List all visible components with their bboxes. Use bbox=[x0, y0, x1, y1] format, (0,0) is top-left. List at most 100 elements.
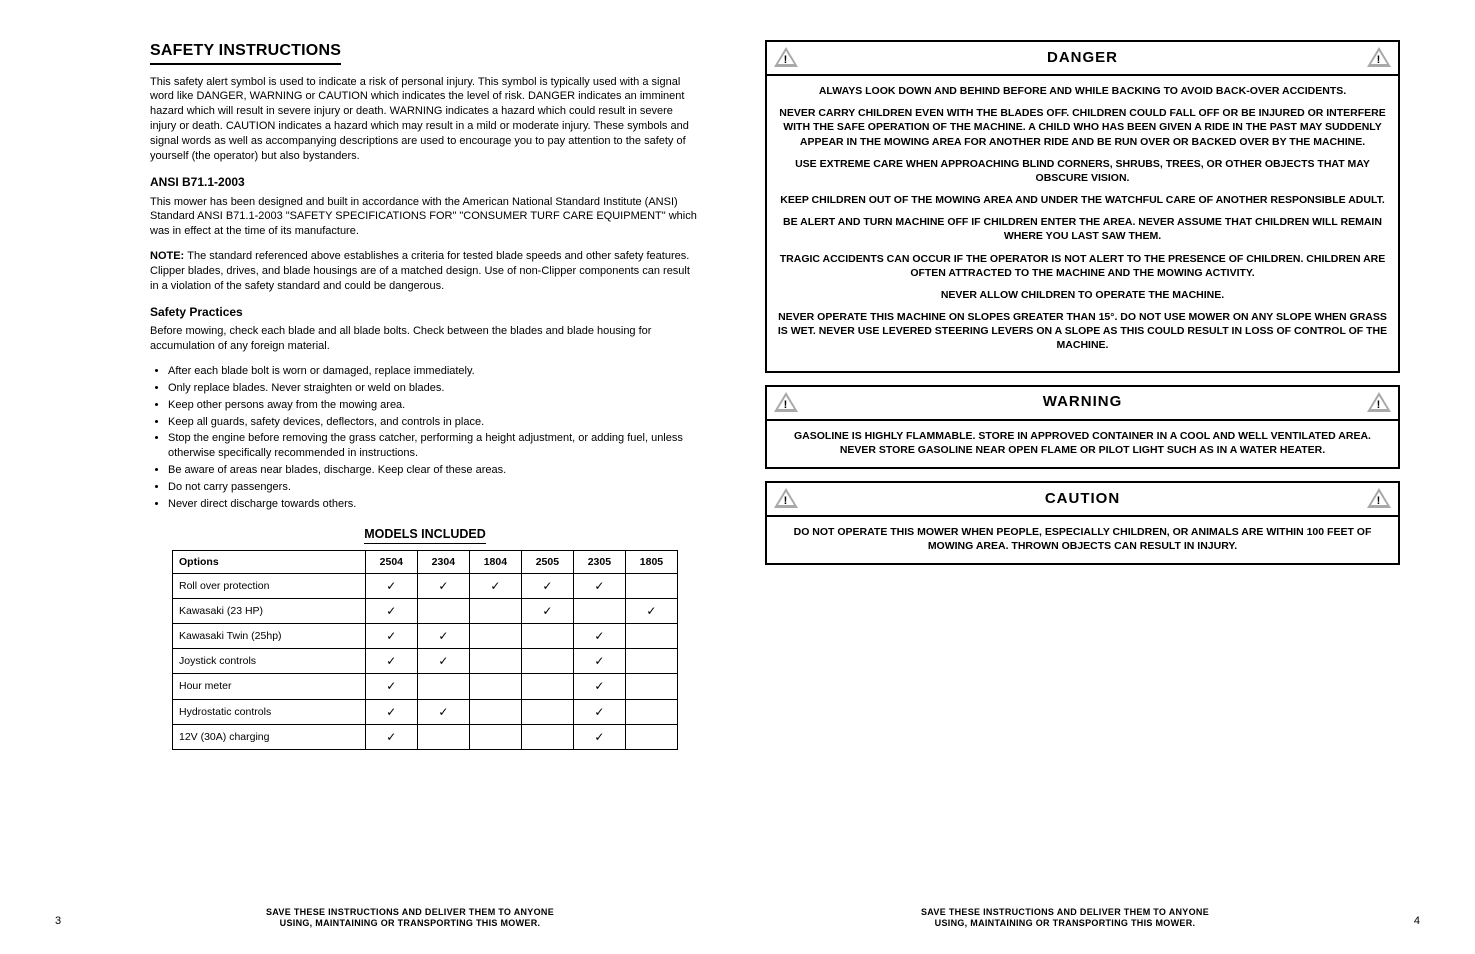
options-col-header: Options bbox=[173, 550, 366, 573]
danger-item: NEVER ALLOW CHILDREN TO OPERATE THE MACH… bbox=[777, 288, 1388, 302]
alert-box-caution: ! CAUTION! DO NOT OPERATE THIS MOWER WHEN … bbox=[765, 481, 1400, 565]
model-col: 2305 bbox=[573, 550, 625, 573]
table-row: 12V (30A) charging✓✓ bbox=[173, 724, 678, 749]
check-cell: ✓ bbox=[521, 598, 573, 623]
alert-header: ! WARNING! bbox=[767, 387, 1398, 421]
danger-item: USE EXTREME CARE WHEN APPROACHING BLIND … bbox=[777, 157, 1388, 185]
row-label: Kawasaki Twin (25hp) bbox=[173, 624, 366, 649]
footer-line1-r: SAVE THESE INSTRUCTIONS AND DELIVER THEM… bbox=[921, 907, 1209, 917]
list-item: Be aware of areas near blades, discharge… bbox=[168, 463, 700, 478]
list-item: Only replace blades. Never straighten or… bbox=[168, 381, 700, 396]
models-table: Options 2504 2304 1804 2505 2305 1805 Ro… bbox=[172, 550, 678, 750]
check-cell bbox=[625, 649, 677, 674]
check-cell: ✓ bbox=[573, 573, 625, 598]
table-row: Joystick controls✓✓✓ bbox=[173, 649, 678, 674]
note-label: NOTE: bbox=[150, 250, 187, 262]
check-cell: ✓ bbox=[625, 598, 677, 623]
check-cell bbox=[469, 699, 521, 724]
list-item: Do not carry passengers. bbox=[168, 480, 700, 495]
check-cell bbox=[625, 699, 677, 724]
row-label: Hydrostatic controls bbox=[173, 699, 366, 724]
check-cell: ✓ bbox=[417, 699, 469, 724]
danger-item: TRAGIC ACCIDENTS CAN OCCUR IF THE OPERAT… bbox=[777, 252, 1388, 280]
check-cell bbox=[521, 699, 573, 724]
footer-right: SAVE THESE INSTRUCTIONS AND DELIVER THEM… bbox=[825, 907, 1305, 930]
footer-line2-r: USING, MAINTAINING OR TRANSPORTING THIS … bbox=[935, 918, 1196, 928]
alert-body: DO NOT OPERATE THIS MOWER WHEN PEOPLE, E… bbox=[767, 517, 1398, 563]
check-cell bbox=[573, 598, 625, 623]
check-cell: ✓ bbox=[573, 674, 625, 699]
alert-header: ! CAUTION! bbox=[767, 483, 1398, 517]
list-item: Keep other persons away from the mowing … bbox=[168, 398, 700, 413]
row-label: Kawasaki (23 HP) bbox=[173, 598, 366, 623]
check-cell: ✓ bbox=[365, 699, 417, 724]
intro-paragraph: This safety alert symbol is used to indi… bbox=[150, 75, 700, 164]
safety-practices-title: Safety Practices bbox=[150, 305, 243, 319]
check-cell bbox=[469, 674, 521, 699]
check-cell: ✓ bbox=[365, 598, 417, 623]
warning-icon: ! bbox=[1366, 488, 1392, 510]
alert-box-warning: ! WARNING! GASOLINE IS HIGHLY FLAMMABLE. S… bbox=[765, 385, 1400, 469]
warning-icon: ! bbox=[773, 392, 799, 414]
danger-item: NEVER CARRY CHILDREN EVEN WITH THE BLADE… bbox=[777, 106, 1388, 149]
check-cell: ✓ bbox=[573, 724, 625, 749]
list-item: Never direct discharge towards others. bbox=[168, 497, 700, 512]
row-label: Joystick controls bbox=[173, 649, 366, 674]
check-cell bbox=[625, 573, 677, 598]
check-cell: ✓ bbox=[573, 649, 625, 674]
alert-title: DANGER bbox=[1047, 48, 1118, 68]
model-col: 2504 bbox=[365, 550, 417, 573]
check-cell bbox=[521, 624, 573, 649]
check-cell bbox=[521, 724, 573, 749]
check-cell: ✓ bbox=[365, 649, 417, 674]
list-item: Stop the engine before removing the gras… bbox=[168, 431, 700, 461]
check-cell: ✓ bbox=[573, 624, 625, 649]
danger-item: ALWAYS LOOK DOWN AND BEHIND BEFORE AND W… bbox=[777, 84, 1388, 98]
alert-header: !DANGER! bbox=[767, 42, 1398, 76]
check-cell: ✓ bbox=[417, 624, 469, 649]
left-page-number: 3 bbox=[55, 914, 61, 929]
model-col: 1805 bbox=[625, 550, 677, 573]
practices-list: After each blade bolt is worn or damaged… bbox=[150, 364, 700, 512]
danger-item: NEVER OPERATE THIS MACHINE ON SLOPES GRE… bbox=[777, 310, 1388, 353]
alert-box-danger: !DANGER!ALWAYS LOOK DOWN AND BEHIND BEFO… bbox=[765, 40, 1400, 373]
list-item: Keep all guards, safety devices, deflect… bbox=[168, 415, 700, 430]
table-row: Roll over protection✓✓✓✓✓ bbox=[173, 573, 678, 598]
check-cell bbox=[417, 674, 469, 699]
model-col: 2505 bbox=[521, 550, 573, 573]
alert-body: ALWAYS LOOK DOWN AND BEHIND BEFORE AND W… bbox=[767, 76, 1398, 371]
safety-heading: SAFETY INSTRUCTIONS bbox=[150, 40, 341, 65]
table-row: Kawasaki Twin (25hp)✓✓✓ bbox=[173, 624, 678, 649]
ansi-title: ANSI B71.1-2003 bbox=[150, 175, 245, 189]
check-cell: ✓ bbox=[573, 699, 625, 724]
warning-icon: ! bbox=[773, 488, 799, 510]
row-label: 12V (30A) charging bbox=[173, 724, 366, 749]
check-cell bbox=[625, 724, 677, 749]
model-col: 1804 bbox=[469, 550, 521, 573]
right-page-number: 4 bbox=[1414, 914, 1420, 929]
check-cell bbox=[469, 724, 521, 749]
table-row: Hour meter✓✓ bbox=[173, 674, 678, 699]
alert-title: CAUTION bbox=[1045, 489, 1120, 509]
check-cell bbox=[521, 649, 573, 674]
warning-icon: ! bbox=[1366, 392, 1392, 414]
check-cell bbox=[417, 598, 469, 623]
model-col: 2304 bbox=[417, 550, 469, 573]
check-cell: ✓ bbox=[469, 573, 521, 598]
section2-body: This mower has been designed and built i… bbox=[150, 195, 700, 240]
table-header-row: Options 2504 2304 1804 2505 2305 1805 bbox=[173, 550, 678, 573]
check-cell bbox=[469, 624, 521, 649]
check-cell: ✓ bbox=[365, 573, 417, 598]
check-cell bbox=[469, 598, 521, 623]
row-label: Roll over protection bbox=[173, 573, 366, 598]
footer-line2: USING, MAINTAINING OR TRANSPORTING THIS … bbox=[280, 918, 541, 928]
alert-body: GASOLINE IS HIGHLY FLAMMABLE. STORE IN A… bbox=[767, 421, 1398, 467]
footer-line1: SAVE THESE INSTRUCTIONS AND DELIVER THEM… bbox=[266, 907, 554, 917]
warning-icon: ! bbox=[1366, 47, 1392, 69]
alert-title: WARNING bbox=[1043, 392, 1123, 412]
table-row: Hydrostatic controls✓✓✓ bbox=[173, 699, 678, 724]
check-cell bbox=[625, 674, 677, 699]
check-cell: ✓ bbox=[365, 724, 417, 749]
table-row: Kawasaki (23 HP)✓✓✓ bbox=[173, 598, 678, 623]
check-cell: ✓ bbox=[521, 573, 573, 598]
